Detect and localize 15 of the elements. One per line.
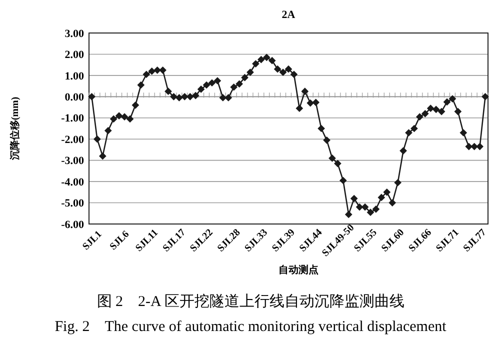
y-tick-label: 1.00 (64, 70, 84, 82)
caption: Fig. 2 The curve of automatic monitoring vertical displacement (54, 319, 448, 335)
y-tick-label: -6.00 (61, 218, 84, 231)
chart-title: 2A (282, 9, 296, 21)
y-tick-label: -5.00 (61, 198, 84, 210)
y-tick-label: -3.00 (61, 155, 84, 168)
x-axis-title: 自动测点 (278, 264, 318, 276)
y-tick-label: 3.00 (64, 28, 84, 40)
y-axis-title: 沉降位移(mm) (9, 96, 21, 162)
y-tick-label: 2.00 (64, 49, 84, 62)
y-tick-label: 0.00 (64, 92, 84, 104)
y-tick-label: -1.00 (61, 112, 84, 125)
caption: 图 2 2-A 区开挖隧道上行线自动沉降监测曲线 (96, 293, 404, 310)
y-tick-label: -4.00 (61, 176, 84, 188)
y-tick-label: -2.00 (61, 134, 84, 146)
